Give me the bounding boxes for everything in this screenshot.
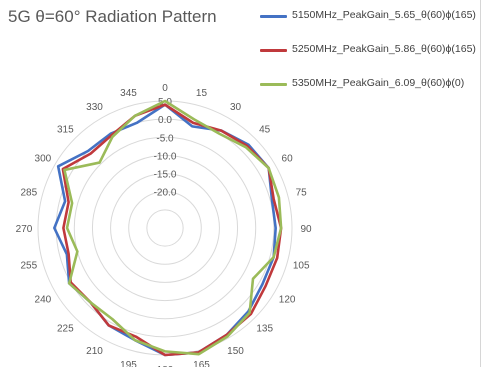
angle-tick-label: 60 [282, 154, 294, 165]
angle-tick-label: 345 [120, 88, 137, 99]
angle-tick-label: 15 [196, 88, 208, 99]
angle-tick-label: 165 [193, 360, 210, 367]
series-line-2 [63, 99, 283, 356]
radial-tick-label: -20.0 [154, 188, 177, 199]
legend-swatch-5350mhz [260, 83, 287, 86]
chart-title: 5G θ=60° Radiation Pattern [8, 7, 217, 26]
angle-tick-label: 300 [35, 154, 52, 165]
angle-tick-label: 75 [296, 188, 308, 199]
legend-label-5150mhz: 5150MHz_PeakGain_5.65_θ(60)ϕ(165) [292, 9, 476, 21]
grid-ring [55, 118, 275, 338]
angle-tick-label: 30 [230, 102, 242, 113]
legend-item-5150mhz: 5150MHz_PeakGain_5.65_θ(60)ϕ(165) [258, 8, 483, 24]
radial-tick-label: -10.0 [154, 151, 177, 162]
angle-tick-label: 195 [120, 360, 137, 367]
angle-tick-label: 270 [16, 224, 33, 235]
angle-tick-label: 90 [300, 224, 312, 235]
grid-ring [110, 173, 220, 283]
grid-ring [91, 154, 239, 302]
angle-tick-label: 330 [86, 102, 103, 113]
angle-tick-label: 240 [35, 295, 52, 306]
radial-tick-label: -15.0 [154, 170, 177, 181]
angle-tick-label: 150 [227, 346, 244, 357]
angle-tick-label: 45 [259, 124, 271, 135]
legend-label-5350mhz: 5350MHz_PeakGain_6.09_θ(60)ϕ(0) [292, 77, 465, 89]
angle-tick-label: 315 [57, 124, 74, 135]
legend-label-5250mhz: 5250MHz_PeakGain_5.86_θ(60)ϕ(165) [292, 43, 476, 55]
legend-swatch-5150mhz [260, 15, 287, 18]
angle-tick-label: 255 [20, 260, 37, 271]
angle-tick-label: 120 [279, 295, 296, 306]
grid-ring [73, 136, 257, 320]
angle-tick-label: 0 [162, 83, 168, 94]
angle-tick-label: 180 [157, 365, 174, 367]
grid-ring [146, 209, 184, 247]
legend-swatch-5250mhz [260, 49, 287, 52]
legend-item-5350mhz: 5350MHz_PeakGain_6.09_θ(60)ϕ(0) [258, 76, 483, 92]
grid-ring [128, 191, 202, 265]
legend-item-5250mhz: 5250MHz_PeakGain_5.86_θ(60)ϕ(165) [258, 42, 483, 58]
chart-legend: 5150MHz_PeakGain_5.65_θ(60)ϕ(165) 5250MH… [258, 8, 483, 110]
angle-tick-label: 210 [86, 346, 103, 357]
angle-tick-label: 285 [20, 188, 37, 199]
angle-tick-label: 135 [256, 324, 273, 335]
radial-tick-label: 0.0 [158, 115, 172, 126]
angle-tick-label: 225 [57, 324, 74, 335]
angle-tick-label: 105 [293, 260, 310, 271]
radial-tick-label: -5.0 [156, 133, 174, 144]
